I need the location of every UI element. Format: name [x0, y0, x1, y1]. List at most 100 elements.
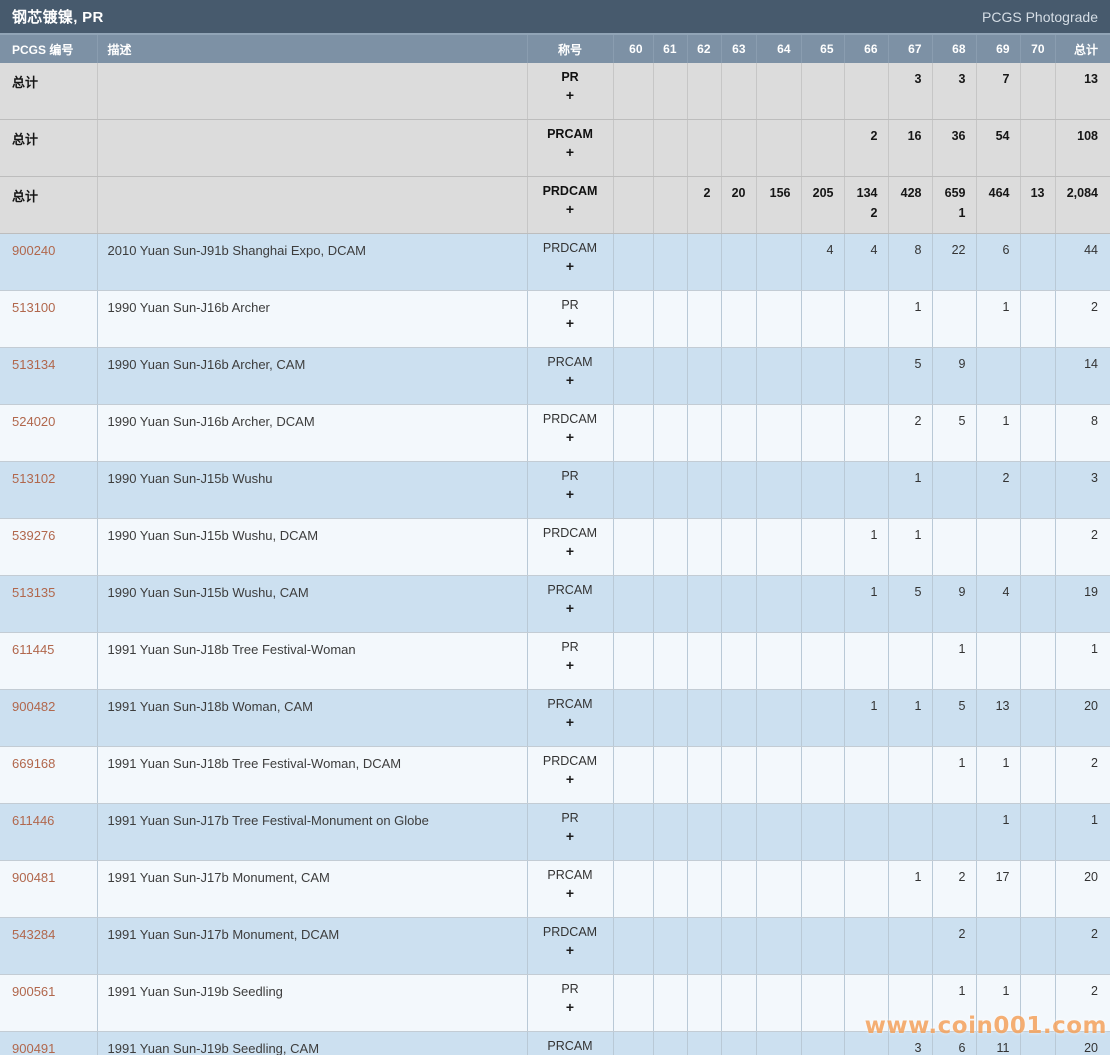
grade-count: 1 — [870, 699, 878, 713]
grade-count-cell: 13 — [975, 689, 1020, 747]
grade-count-cell: 156 — [755, 176, 801, 234]
grade-count-cell — [800, 404, 844, 462]
grade-count-cell — [686, 461, 721, 519]
grade-count: 1 — [870, 528, 878, 542]
grade-count-cell — [931, 518, 976, 576]
pcgs-number-link[interactable]: 669168 — [12, 756, 56, 771]
grade-count-cell — [612, 974, 653, 1032]
grade-count-cell — [686, 347, 721, 405]
grade-count-cell — [843, 63, 888, 120]
pcgs-number-link[interactable]: 513100 — [12, 300, 56, 315]
grade-count-cell — [612, 518, 653, 576]
population-table: PCGS 编号 描述 称号 60 61 62 63 64 65 66 67 68… — [0, 33, 1110, 1055]
designation-label: PR — [561, 469, 579, 483]
grade-count: 11 — [996, 1041, 1010, 1055]
grade-count-cell: 1 — [931, 746, 976, 804]
grade-count-cell — [686, 803, 721, 861]
grade-count-cell — [755, 575, 801, 633]
grade-count-cell — [652, 290, 687, 348]
coin-description — [96, 119, 527, 177]
table-row: 900491 1991 Yuan Sun-J19b Seedling, CAM PR… — [0, 1031, 1110, 1055]
pcgs-number-link[interactable]: 900482 — [12, 699, 56, 714]
designation-cell: PR + — [526, 632, 613, 690]
grade-count: 2 — [870, 129, 878, 143]
pcgs-number-link[interactable]: 900491 — [12, 1041, 56, 1055]
designation-cell: PRDCAM + — [526, 176, 613, 234]
grade-count-cell: 2 — [931, 860, 976, 918]
table-header: PCGS 编号 描述 称号 60 61 62 63 64 65 66 67 68… — [0, 33, 1110, 63]
pcgs-number-link[interactable]: 524020 — [12, 414, 56, 429]
total-row: 总计 PRDCAM +2 20 156 205 134 2 428 659 1 464 13 2,084 — [0, 176, 1110, 234]
grade-count-cell — [887, 974, 932, 1032]
grade-count: 1 — [914, 300, 922, 314]
grade-count-cell — [720, 1031, 756, 1055]
col-header-69: 69 — [975, 33, 1020, 63]
grade-count: 1 — [958, 756, 966, 770]
grade-count-cell — [843, 632, 888, 690]
grade-count: 6 — [958, 1041, 966, 1055]
coin-description: 1991 Yuan Sun-J18b Woman, CAM — [96, 689, 527, 747]
pcgs-number-link[interactable]: 611445 — [12, 642, 55, 657]
grade-count: 1 — [1002, 414, 1010, 428]
plus-designation-label: + — [565, 771, 575, 787]
grade-count-cell — [887, 632, 932, 690]
grade-count-cell: 5 — [887, 347, 932, 405]
pcgs-photograde-link[interactable]: PCGS Photograde — [982, 8, 1098, 25]
coin-description: 1991 Yuan Sun-J18b Tree Festival-Woman — [96, 632, 527, 690]
grade-count-cell — [612, 63, 653, 120]
grade-count-cell — [1019, 917, 1055, 975]
grade-count-cell — [720, 461, 756, 519]
designation-label: PR — [561, 811, 579, 825]
designation-cell: PRDCAM + — [526, 404, 613, 462]
table-row: 611446 1991 Yuan Sun-J17b Tree Festival-M… — [0, 803, 1110, 861]
col-header-63: 63 — [720, 33, 756, 63]
grade-count-cell — [931, 290, 976, 348]
grade-count-cell: 428 — [887, 176, 932, 234]
col-header-pcgs-number: PCGS 编号 — [0, 33, 97, 63]
grade-count-cell: 2 — [843, 119, 888, 177]
grade-count-cell — [755, 803, 801, 861]
grade-count-cell — [755, 404, 801, 462]
pcgs-number-link[interactable]: 900240 — [12, 243, 56, 258]
grade-count-cell: 2 — [686, 176, 721, 234]
grade-count-cell — [686, 233, 721, 291]
grade-count: 54 — [995, 129, 1010, 143]
grade-count-cell — [612, 176, 653, 234]
pcgs-number-link[interactable]: 900561 — [12, 984, 56, 999]
pcgs-number-link[interactable]: 900481 — [12, 870, 56, 885]
designation-label: PRDCAM — [542, 184, 598, 198]
grade-count-cell: 4 — [800, 233, 844, 291]
pcgs-number-link[interactable]: 539276 — [12, 528, 56, 543]
grade-count-cell — [800, 518, 844, 576]
grade-count: 4 — [826, 243, 834, 257]
designation-cell: PR + — [526, 461, 613, 519]
grade-count-cell — [612, 689, 653, 747]
grade-count-cell — [686, 1031, 721, 1055]
pcgs-number-link[interactable]: 513135 — [12, 585, 56, 600]
grade-count-cell — [843, 917, 888, 975]
grade-count-cell — [755, 1031, 801, 1055]
grade-count-cell: 13 — [1019, 176, 1055, 234]
designation-cell: PRDCAM + — [526, 518, 613, 576]
grade-count-cell: 6 — [975, 233, 1020, 291]
grade-count-cell — [652, 347, 687, 405]
plus-designation-label: + — [565, 885, 575, 901]
grade-count-cell: 1 — [975, 404, 1020, 462]
pcgs-number-link[interactable]: 611446 — [12, 813, 55, 828]
pcgs-number-link[interactable]: 543284 — [12, 927, 56, 942]
total-row: 总计 PRCAM +2 16 36 54 108 — [0, 119, 1110, 177]
plus-designation-label: + — [565, 87, 575, 103]
table-row: 900481 1991 Yuan Sun-J17b Monument, CAM PR… — [0, 860, 1110, 918]
col-header-60: 60 — [612, 33, 653, 63]
grade-count-cell: 2 — [931, 917, 976, 975]
designation-cell: PRCAM + — [526, 119, 613, 177]
grade-count-cell — [652, 575, 687, 633]
grade-count-cell: 464 — [975, 176, 1020, 234]
grade-count: 659 — [944, 186, 966, 200]
designation-label: PRCAM — [547, 697, 593, 711]
grade-count-cell: 8 — [887, 233, 932, 291]
pcgs-number-link[interactable]: 513102 — [12, 471, 56, 486]
pcgs-number-link[interactable]: 513134 — [12, 357, 56, 372]
grade-count-cell — [1019, 233, 1055, 291]
grade-count: 1 — [914, 870, 922, 884]
